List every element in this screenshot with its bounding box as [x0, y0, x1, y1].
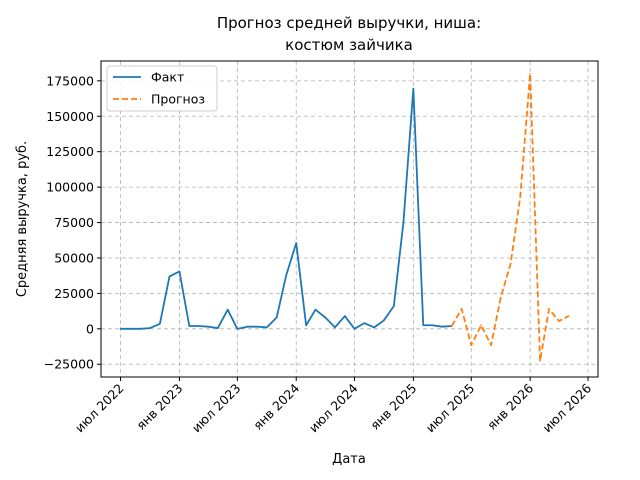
data-point	[519, 196, 522, 198]
data-point	[334, 326, 336, 329]
y-axis: −25000 0 25000 50000 75000 100000 125000 150000…	[44, 73, 101, 372]
y-tick-label: 100000	[46, 180, 94, 195]
data-point	[470, 344, 473, 346]
data-point	[159, 323, 161, 325]
data-point	[265, 326, 268, 329]
data-point	[139, 328, 142, 330]
y-tick-label: 25000	[54, 286, 94, 301]
y-tick-label: 75000	[54, 215, 94, 230]
data-point	[422, 324, 425, 327]
legend: Факт Прогноз	[106, 65, 218, 112]
data-point	[324, 316, 327, 319]
data-point	[246, 325, 249, 328]
data-point	[178, 270, 181, 273]
data-point	[567, 315, 570, 317]
y-axis-label: Средняя выручка, руб.	[15, 141, 30, 297]
data-point	[197, 325, 200, 327]
data-point	[236, 328, 239, 330]
data-point	[383, 319, 385, 322]
data-point	[529, 72, 531, 75]
data-point	[207, 325, 210, 328]
data-point	[363, 322, 366, 324]
series-layer	[119, 72, 570, 362]
data-point	[548, 308, 550, 310]
data-point	[558, 320, 560, 322]
data-point	[441, 325, 443, 328]
data-point	[275, 316, 278, 319]
legend-label-forecast: Прогноз	[151, 92, 205, 107]
data-point	[285, 274, 288, 276]
data-point	[393, 305, 395, 307]
data-point	[480, 324, 482, 327]
y-tick-label: 150000	[46, 109, 94, 124]
chart-title-line-1: Прогноз средней выручки, ниша:	[217, 14, 481, 32]
data-point	[305, 324, 307, 327]
data-point	[450, 325, 453, 327]
data-point	[431, 324, 434, 327]
data-point	[353, 328, 356, 330]
data-point	[226, 308, 229, 311]
chart-title-line-2: костюм зайчика	[285, 36, 413, 54]
data-point	[539, 359, 541, 362]
data-point	[149, 327, 151, 329]
data-point	[217, 327, 219, 329]
data-point	[499, 296, 502, 299]
data-point	[295, 242, 298, 244]
data-point	[314, 308, 317, 311]
y-tick-label: 0	[86, 321, 94, 336]
data-point	[129, 328, 132, 330]
y-tick-label: 175000	[46, 73, 94, 88]
data-point	[460, 308, 463, 310]
plot-frame	[100, 60, 599, 378]
data-point	[402, 221, 405, 224]
grid	[101, 61, 598, 377]
data-point	[119, 328, 122, 330]
legend-label-fact: Факт	[151, 70, 184, 85]
data-point	[188, 325, 191, 327]
data-point	[256, 325, 258, 328]
y-tick-label: 50000	[54, 250, 94, 265]
data-point	[412, 87, 415, 90]
data-point	[344, 315, 346, 317]
x-axis-label: Дата	[332, 452, 366, 467]
data-point	[168, 275, 171, 278]
y-tick-label: −25000	[44, 357, 94, 372]
y-tick-label: 125000	[46, 144, 94, 159]
data-point	[509, 262, 512, 265]
data-point	[490, 344, 492, 346]
data-point	[373, 326, 376, 329]
